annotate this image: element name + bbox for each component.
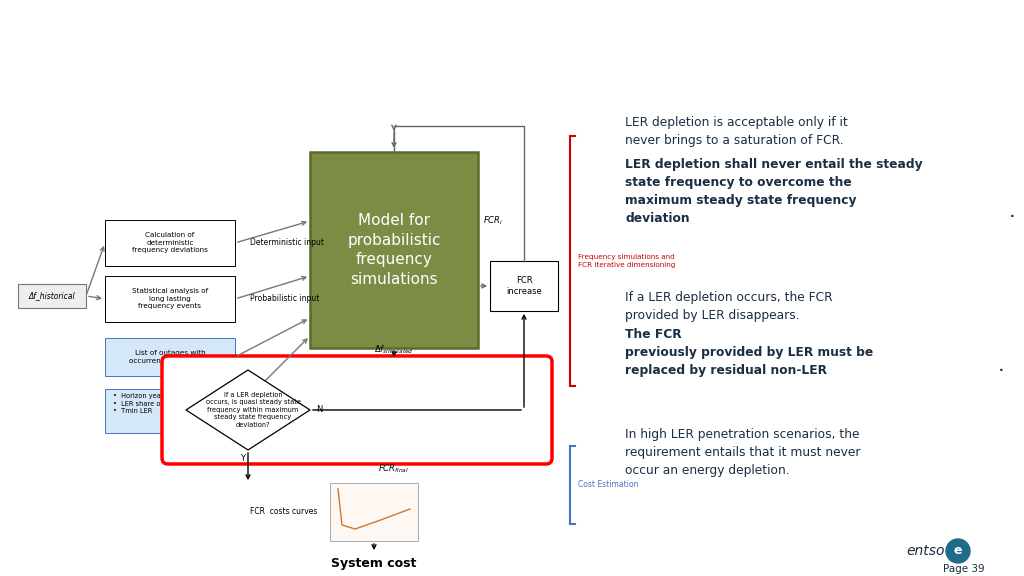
Text: Model for
probabilistic
frequency
simulations: Model for probabilistic frequency simula… xyxy=(347,213,440,287)
Text: List of outages with
occurrence probability: List of outages with occurrence probabil… xyxy=(129,350,211,363)
Text: N: N xyxy=(316,406,323,415)
Text: •  Horizon year
•  LER share on total FCR
•  Tmin LER: • Horizon year • LER share on total FCR … xyxy=(113,393,198,415)
FancyBboxPatch shape xyxy=(105,389,234,433)
Text: .: . xyxy=(999,361,1004,374)
Text: Δf_historical: Δf_historical xyxy=(29,291,76,301)
Text: LER depletion is acceptable only if it
never brings to a saturation of FCR.: LER depletion is acceptable only if it n… xyxy=(625,116,848,147)
Text: Y: Y xyxy=(241,454,246,463)
FancyBboxPatch shape xyxy=(162,356,552,464)
Text: If a LER depletion occurs, the FCR
provided by LER disappears.: If a LER depletion occurs, the FCR provi… xyxy=(625,291,833,322)
FancyBboxPatch shape xyxy=(105,338,234,376)
Text: e: e xyxy=(953,544,963,558)
FancyBboxPatch shape xyxy=(330,483,418,541)
Text: In high LER penetration scenarios, the
requirement entails that it must never
oc: In high LER penetration scenarios, the r… xyxy=(625,428,860,477)
Text: Page 39: Page 39 xyxy=(943,564,985,574)
Text: Calculation of
deterministic
frequency deviations: Calculation of deterministic frequency d… xyxy=(132,233,208,253)
FancyBboxPatch shape xyxy=(105,220,234,266)
Text: System cost: System cost xyxy=(332,557,417,570)
FancyBboxPatch shape xyxy=(490,261,558,311)
Text: Statistical analysis of
long lasting
frequency events: Statistical analysis of long lasting fre… xyxy=(132,289,208,309)
Text: If a LER depletion
occurs, is quasi steady state
frequency within maximum
steady: If a LER depletion occurs, is quasi stea… xyxy=(206,392,300,428)
Text: The FCR
previously provided by LER must be
replaced by residual non-LER: The FCR previously provided by LER must … xyxy=(625,328,873,377)
Text: Scenarios input: Scenarios input xyxy=(250,407,309,415)
Text: $\Delta f_{simulated}$: $\Delta f_{simulated}$ xyxy=(374,343,414,356)
Text: $FCR_{final}$: $FCR_{final}$ xyxy=(379,463,410,475)
Text: Deterministic input: Deterministic input xyxy=(250,238,324,248)
Text: FCR
increase: FCR increase xyxy=(506,276,542,296)
Text: Probabilistic input: Probabilistic input xyxy=(250,294,319,304)
Text: LER depletion acceptance criterion: LER depletion acceptance criterion xyxy=(18,69,383,89)
Text: entso: entso xyxy=(906,544,945,558)
FancyBboxPatch shape xyxy=(105,276,234,322)
Text: Cost Estimation: Cost Estimation xyxy=(578,480,639,490)
Polygon shape xyxy=(186,370,310,450)
Text: LER depletion shall never entail the steady
state frequency to overcome the
maxi: LER depletion shall never entail the ste… xyxy=(625,158,923,225)
Text: .: . xyxy=(1010,207,1015,221)
FancyBboxPatch shape xyxy=(18,284,86,308)
Text: CBA Methodology Proposal: CBA Methodology Proposal xyxy=(18,21,442,50)
Circle shape xyxy=(946,539,970,563)
Text: $FCR_i$: $FCR_i$ xyxy=(483,215,503,227)
Text: Frequency simulations and
FCR iterative dimensioning: Frequency simulations and FCR iterative … xyxy=(578,254,676,268)
FancyBboxPatch shape xyxy=(310,152,478,348)
Text: FCR  costs curves: FCR costs curves xyxy=(250,507,317,517)
